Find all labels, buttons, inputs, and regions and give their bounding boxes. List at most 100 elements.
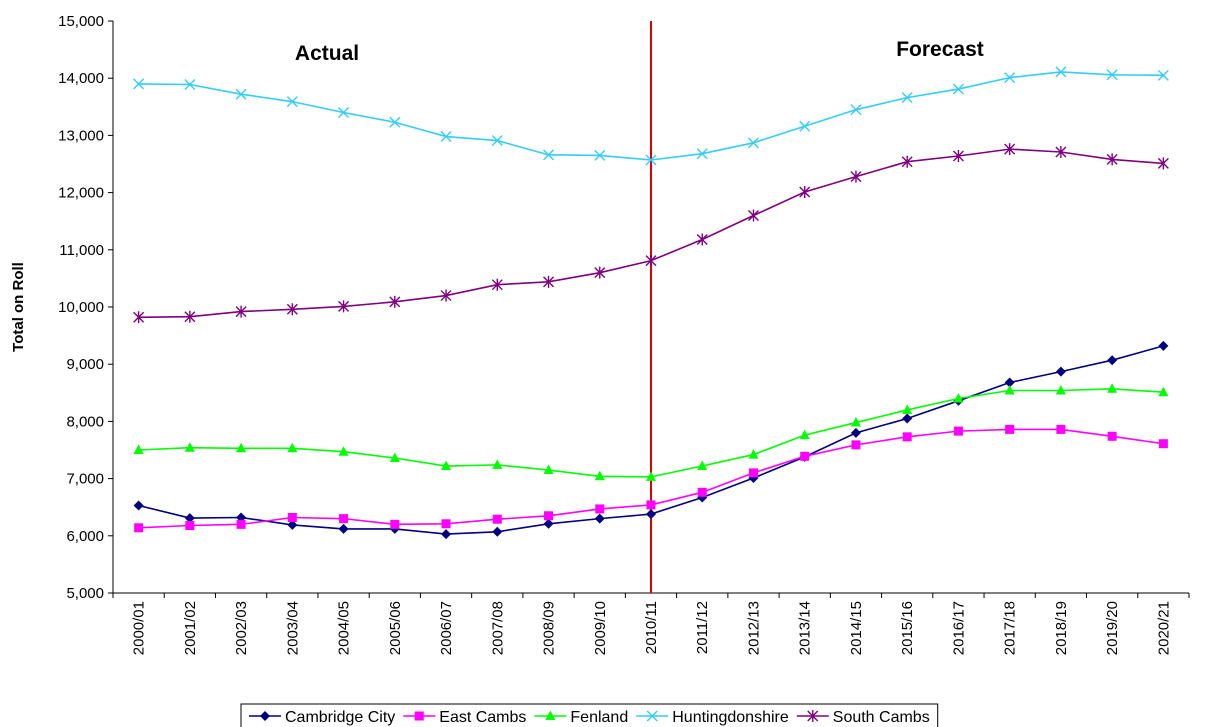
data-point-fenland	[441, 460, 452, 471]
data-point-south-cambs	[1106, 153, 1118, 166]
data-point-fenland	[492, 459, 503, 469]
region-label-forecast: Forecast	[896, 38, 984, 61]
data-point-fenland	[1004, 385, 1015, 395]
data-point-south-cambs	[389, 295, 401, 308]
data-point-fenland	[184, 442, 195, 452]
data-point-south-cambs	[747, 209, 759, 222]
legend-swatch-marker	[260, 711, 270, 721]
data-point-huntingdonshire	[389, 116, 401, 128]
data-point-huntingdonshire	[1157, 69, 1169, 81]
data-point-huntingdonshire	[440, 131, 452, 143]
data-point-south-cambs	[133, 311, 145, 324]
data-point-east-cambs	[902, 432, 912, 442]
data-point-huntingdonshire	[747, 137, 759, 149]
data-point-east-cambs	[1056, 424, 1066, 434]
data-point-south-cambs	[440, 289, 452, 302]
data-point-huntingdonshire	[645, 154, 657, 166]
y-tick-label: 15,000	[58, 13, 104, 30]
data-point-south-cambs	[1055, 145, 1067, 158]
data-point-huntingdonshire	[491, 135, 503, 147]
data-point-east-cambs	[390, 519, 400, 529]
series-cambridge-city	[133, 340, 1169, 540]
x-tick-label: 2020/21	[1155, 601, 1172, 655]
legend-item-east-cambs: East Cambs	[403, 709, 526, 726]
data-point-fenland	[389, 452, 400, 463]
data-point-east-cambs	[1107, 431, 1117, 441]
data-point-cambridge-city	[1004, 377, 1015, 388]
data-point-east-cambs	[441, 519, 451, 529]
x-tick-label: 2013/14	[797, 601, 814, 655]
x-tick-label: 2019/20	[1104, 601, 1121, 655]
y-tick-label: 11,000	[59, 242, 104, 259]
data-point-fenland	[799, 429, 810, 440]
series-south-cambs	[133, 143, 1169, 324]
x-tick-label: 2012/13	[745, 601, 762, 655]
legend-item-fenland: Fenland	[534, 709, 628, 726]
region-label-actual: Actual	[295, 42, 359, 65]
data-point-cambridge-city	[1107, 355, 1118, 366]
x-tick-label: 2004/05	[336, 601, 353, 655]
data-point-cambridge-city	[287, 519, 298, 530]
data-point-east-cambs	[1005, 424, 1015, 434]
data-point-huntingdonshire	[286, 96, 298, 108]
data-point-fenland	[1055, 385, 1066, 395]
legend-label: Cambridge City	[285, 709, 395, 726]
data-point-south-cambs	[952, 149, 964, 162]
data-point-cambridge-city	[646, 509, 656, 520]
data-point-huntingdonshire	[133, 78, 145, 90]
data-point-cambridge-city	[594, 513, 605, 524]
data-point-east-cambs	[595, 504, 605, 514]
legend-swatch-marker	[646, 710, 658, 722]
data-point-huntingdonshire	[696, 148, 708, 160]
data-point-south-cambs	[850, 170, 862, 183]
legend-item-cambridge-city: Cambridge City	[249, 709, 395, 726]
data-point-east-cambs	[1158, 439, 1168, 449]
data-point-cambridge-city	[441, 529, 452, 540]
data-point-east-cambs	[800, 451, 810, 461]
data-point-fenland	[697, 460, 708, 471]
x-tick-label: 2008/09	[541, 601, 558, 655]
y-tick-label: 14,000	[58, 70, 104, 87]
data-point-huntingdonshire	[235, 88, 247, 100]
data-point-east-cambs	[236, 519, 246, 529]
data-point-huntingdonshire	[1055, 66, 1067, 78]
data-point-south-cambs	[235, 305, 247, 318]
y-tick-label: 10,000	[58, 299, 104, 316]
series-huntingdonshire	[133, 66, 1169, 166]
x-tick-label: 2002/03	[233, 601, 250, 655]
data-point-fenland	[902, 404, 913, 414]
data-point-south-cambs	[1157, 157, 1169, 170]
legend-item-huntingdonshire: Huntingdonshire	[636, 709, 789, 726]
data-point-east-cambs	[492, 514, 502, 524]
data-point-east-cambs	[646, 500, 656, 510]
legend-label: Fenland	[570, 709, 628, 726]
data-point-east-cambs	[748, 468, 758, 478]
x-tick-label: 2007/08	[489, 601, 506, 655]
legend-box	[240, 703, 939, 727]
data-point-huntingdonshire	[952, 83, 964, 95]
x-tick-label: 2006/07	[438, 601, 455, 655]
x-tick-label: 2017/18	[1002, 601, 1019, 655]
data-point-huntingdonshire	[1106, 69, 1118, 81]
data-point-east-cambs	[544, 511, 554, 521]
x-tick-label: 2003/04	[284, 601, 301, 655]
data-point-huntingdonshire	[184, 78, 196, 90]
y-tick-label: 8,000	[66, 413, 104, 430]
x-tick-label: 2011/12	[694, 601, 711, 654]
x-axis-ticks: 2000/01 2001/02 2002/03 2003/04 2004/05 2005/…	[112, 593, 1190, 655]
data-point-east-cambs	[953, 426, 963, 436]
y-axis-title: Total on Roll	[10, 262, 27, 352]
data-point-fenland	[287, 442, 298, 453]
data-point-huntingdonshire	[543, 149, 555, 161]
data-point-south-cambs	[286, 303, 298, 316]
data-point-fenland	[236, 442, 247, 453]
data-point-cambridge-city	[338, 523, 349, 534]
data-point-south-cambs	[1004, 143, 1016, 156]
x-tick-label: 2010/11	[643, 601, 660, 654]
data-point-huntingdonshire	[594, 149, 606, 161]
y-tick-label: 13,000	[58, 127, 104, 144]
data-point-fenland	[1107, 383, 1118, 393]
x-tick-label: 2014/15	[848, 601, 865, 655]
legend-item-south-cambs: South Cambs	[796, 709, 930, 726]
